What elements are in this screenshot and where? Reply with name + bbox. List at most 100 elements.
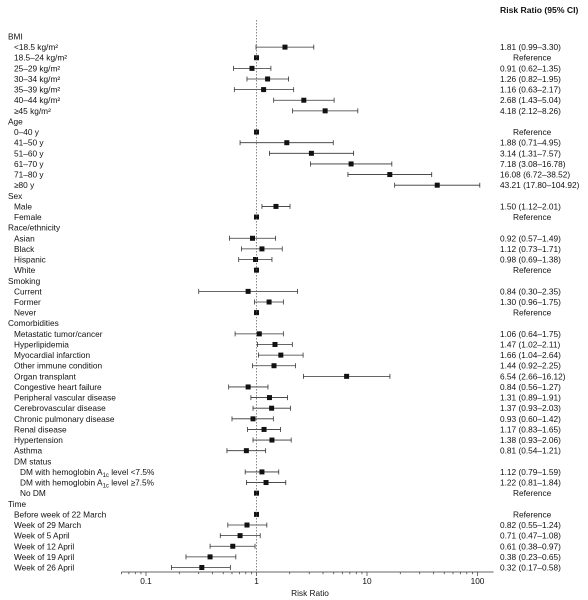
- row-13-71-80-y-estimate: 16.08 (6.72–38.52): [500, 170, 570, 180]
- row-36-chronic-pulmonary-disease-label: Chronic pulmonary disease: [14, 414, 115, 424]
- row-48-week-of-12-april-point: [230, 543, 236, 549]
- row-11-51-60-y-label: 51–60 y: [14, 148, 44, 158]
- row-16-male-point: [273, 203, 279, 209]
- row-28-metastatic-tumor-cancer-point: [256, 331, 262, 337]
- row-24-current-point: [245, 288, 251, 294]
- row-13-71-80-y-point: [387, 172, 393, 178]
- row-50-week-of-26-april-point: [199, 565, 205, 570]
- row-0-bmi-label: BMI: [8, 32, 23, 42]
- row-19-asian-point: [249, 235, 255, 241]
- row-33-congestive-heart-failure-label: Congestive heart failure: [14, 382, 102, 392]
- row-30-myocardial-infarction-label: Myocardial infarction: [14, 350, 90, 360]
- row-13-71-80-y-label: 71–80 y: [14, 170, 44, 180]
- row-35-cerebrovascular-disease-point: [269, 405, 275, 411]
- row-49-week-of-19-april-estimate: 0.38 (0.23–0.65): [500, 552, 561, 562]
- row-7-45-kg-m-label: ≥45 kg/m²: [14, 106, 51, 116]
- row-28-metastatic-tumor-cancer-estimate: 1.06 (0.64–1.75): [500, 329, 561, 339]
- row-15-sex-label: Sex: [8, 191, 23, 201]
- row-4-30-34-kg-m-estimate: 1.26 (0.82–1.95): [500, 74, 561, 84]
- row-1-18-5-kg-m-label: <18.5 kg/m²: [14, 42, 58, 52]
- row-22-white-estimate: Reference: [513, 265, 552, 275]
- row-26-never-estimate: Reference: [513, 308, 552, 318]
- row-19-asian-estimate: 0.92 (0.57–1.49): [500, 233, 561, 243]
- row-26-never-label: Never: [14, 308, 36, 318]
- row-38-hypertension-point: [269, 437, 275, 443]
- row-14-80-y-point: [434, 182, 440, 188]
- row-1-18-5-kg-m-point: [282, 44, 288, 50]
- row-7-45-kg-m-estimate: 4.18 (2.12–8.26): [500, 106, 561, 116]
- row-38-hypertension-estimate: 1.38 (0.93–2.06): [500, 435, 561, 445]
- row-4-30-34-kg-m-label: 30–34 kg/m²: [14, 74, 60, 84]
- row-29-hyperlipidemia-point: [272, 341, 278, 347]
- row-39-asthma-label: Asthma: [14, 446, 43, 456]
- row-45-before-week-of-22-march-point: [254, 511, 259, 517]
- row-35-cerebrovascular-disease-label: Cerebrovascular disease: [14, 403, 106, 413]
- row-34-peripheral-vascular-disease-point: [266, 395, 272, 401]
- row-37-renal-disease-point: [261, 426, 267, 432]
- row-9-0-40-y-label: 0–40 y: [14, 127, 40, 137]
- row-50-week-of-26-april-label: Week of 26 April: [14, 563, 74, 573]
- row-29-hyperlipidemia-label: Hyperlipidemia: [14, 339, 69, 349]
- row-45-before-week-of-22-march-estimate: Reference: [513, 509, 552, 519]
- row-41-dm-with-hemoglobin-a1c-level-7-5-estimate: 1.12 (0.79–1.59): [500, 467, 561, 477]
- row-49-week-of-19-april-label: Week of 19 April: [14, 552, 74, 562]
- row-32-organ-transplant-estimate: 6.54 (2.66–16.12): [500, 371, 566, 381]
- row-11-51-60-y-point: [308, 150, 314, 156]
- row-14-80-y-estimate: 43.21 (17.80–104.92): [500, 180, 580, 190]
- row-29-hyperlipidemia-estimate: 1.47 (1.02–2.11): [500, 339, 561, 349]
- x-tick-label: 1: [254, 576, 259, 586]
- x-tick-label: 10: [362, 576, 372, 586]
- row-48-week-of-12-april-label: Week of 12 April: [14, 541, 74, 551]
- row-10-41-50-y-estimate: 1.88 (0.71–4.95): [500, 138, 561, 148]
- x-tick-label: 100: [471, 576, 485, 586]
- row-39-asthma-estimate: 0.81 (0.54–1.21): [500, 446, 561, 456]
- row-17-female-label: Female: [14, 212, 42, 222]
- row-34-peripheral-vascular-disease-estimate: 1.31 (0.89–1.91): [500, 393, 561, 403]
- row-6-40-44-kg-m-point: [301, 97, 307, 103]
- row-16-male-label: Male: [14, 201, 32, 211]
- row-38-hypertension-label: Hypertension: [14, 435, 63, 445]
- x-tick-label: 0.1: [140, 576, 152, 586]
- row-48-week-of-12-april-estimate: 0.61 (0.38–0.97): [500, 541, 561, 551]
- row-42-dm-with-hemoglobin-a1c-level-7-5-point: [263, 480, 269, 486]
- row-25-former-label: Former: [14, 297, 41, 307]
- row-2-18-5-24-kg-m-label: 18.5–24 kg/m²: [14, 53, 67, 63]
- row-5-35-39-kg-m-label: 35–39 kg/m²: [14, 85, 60, 95]
- row-17-female-estimate: Reference: [513, 212, 552, 222]
- row-8-age-label: Age: [8, 116, 23, 126]
- row-12-61-70-y-label: 61–70 y: [14, 159, 44, 169]
- row-36-chronic-pulmonary-disease-estimate: 0.93 (0.60–1.42): [500, 414, 561, 424]
- row-40-dm-status-label: DM status: [14, 456, 51, 466]
- row-35-cerebrovascular-disease-estimate: 1.37 (0.93–2.03): [500, 403, 561, 413]
- risk-ratio-column-header: Risk Ratio (95% CI): [500, 5, 578, 15]
- row-20-black-point: [259, 246, 265, 252]
- row-7-45-kg-m-point: [322, 108, 328, 114]
- row-25-former-point: [266, 299, 272, 305]
- row-43-no-dm-point: [254, 490, 259, 496]
- row-45-before-week-of-22-march-label: Before week of 22 March: [14, 509, 107, 519]
- row-21-hispanic-point: [253, 257, 259, 263]
- forest-rows: BMI<18.5 kg/m² 1.81 (0.99–3.30) 18.5–24 kg…: [8, 32, 580, 573]
- row-31-other-immune-condition-estimate: 1.44 (0.92–2.25): [500, 361, 561, 371]
- row-44-time-label: Time: [8, 499, 27, 509]
- row-33-congestive-heart-failure-estimate: 0.84 (0.56–1.27): [500, 382, 561, 392]
- row-49-week-of-19-april-point: [207, 554, 213, 560]
- row-20-black-estimate: 1.12 (0.73–1.71): [500, 244, 561, 254]
- row-33-congestive-heart-failure-point: [245, 384, 251, 390]
- row-50-week-of-26-april-estimate: 0.32 (0.17–0.58): [500, 563, 561, 573]
- row-3-25-29-kg-m-estimate: 0.91 (0.62–1.35): [500, 63, 561, 73]
- row-22-white-label: White: [14, 265, 36, 275]
- row-11-51-60-y-estimate: 3.14 (1.31–7.57): [500, 148, 561, 158]
- row-10-41-50-y-point: [284, 140, 290, 146]
- row-43-no-dm-label: No DM: [20, 488, 46, 498]
- row-36-chronic-pulmonary-disease-point: [250, 416, 256, 422]
- row-26-never-point: [254, 310, 259, 316]
- row-12-61-70-y-estimate: 7.18 (3.08–16.78): [500, 159, 566, 169]
- row-24-current-label: Current: [14, 286, 42, 296]
- row-5-35-39-kg-m-point: [261, 87, 267, 93]
- row-5-35-39-kg-m-estimate: 1.16 (0.63–2.17): [500, 85, 561, 95]
- row-47-week-of-5-april-label: Week of 5 April: [14, 531, 70, 541]
- row-17-female-point: [254, 214, 259, 220]
- row-43-no-dm-estimate: Reference: [513, 488, 552, 498]
- row-42-dm-with-hemoglobin-a1c-level-7-5-estimate: 1.22 (0.81–1.84): [500, 478, 561, 488]
